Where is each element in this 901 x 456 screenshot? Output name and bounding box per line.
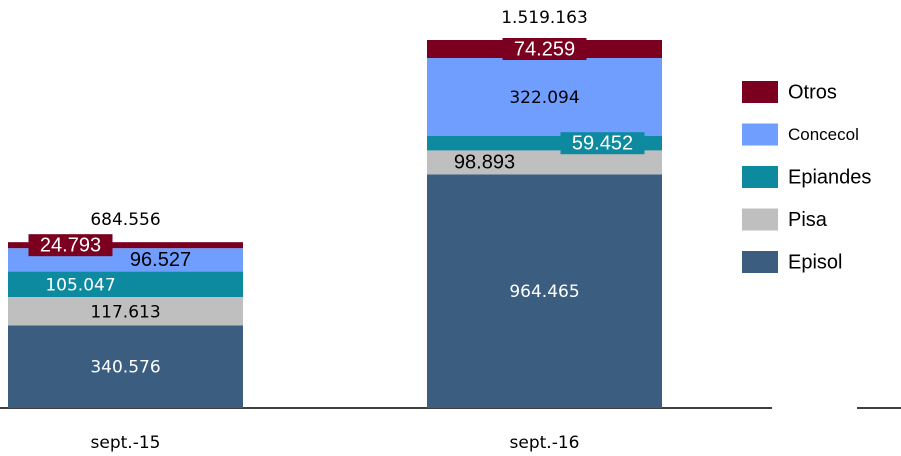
- label-box: [502, 37, 587, 60]
- data-label: 117.613: [90, 302, 160, 322]
- legend-swatch: [742, 166, 778, 188]
- bar-segment: [8, 297, 243, 326]
- legend-swatch: [742, 81, 778, 103]
- legend-swatch: [742, 123, 778, 146]
- legend-label: Pisa: [788, 209, 828, 231]
- data-label: 964.465: [509, 282, 579, 302]
- data-label: 322.094: [509, 88, 579, 108]
- data-label: 24.793: [40, 234, 101, 256]
- data-label: 98.893: [454, 152, 515, 174]
- x-tick-label: sept.-15: [91, 433, 161, 453]
- total-label: 684.556: [90, 210, 160, 230]
- legend-swatch: [742, 251, 778, 273]
- legend-label: Episol: [788, 251, 842, 273]
- legend-label: Epiandes: [788, 166, 871, 188]
- data-label: 74.259: [514, 38, 575, 60]
- bar-segment: [8, 325, 243, 408]
- legend-label: Concecol: [788, 125, 859, 144]
- label-box: [442, 151, 527, 174]
- legend-label: Otros: [788, 81, 837, 103]
- label-box: [28, 234, 113, 257]
- bar-segment: [8, 242, 243, 249]
- x-tick-label: sept.-16: [510, 433, 580, 453]
- label-box: [118, 248, 203, 271]
- data-label: 96.527: [130, 249, 191, 271]
- bar-segment: [427, 57, 662, 137]
- total-label: 1.519.163: [501, 8, 588, 28]
- bar-segment: [427, 174, 662, 408]
- bar-segment: [8, 271, 243, 298]
- label-box: [560, 132, 645, 155]
- data-label: 59.452: [572, 132, 633, 154]
- legend-swatch: [742, 208, 778, 231]
- data-label: 340.576: [90, 358, 160, 378]
- data-label: 105.047: [45, 275, 115, 295]
